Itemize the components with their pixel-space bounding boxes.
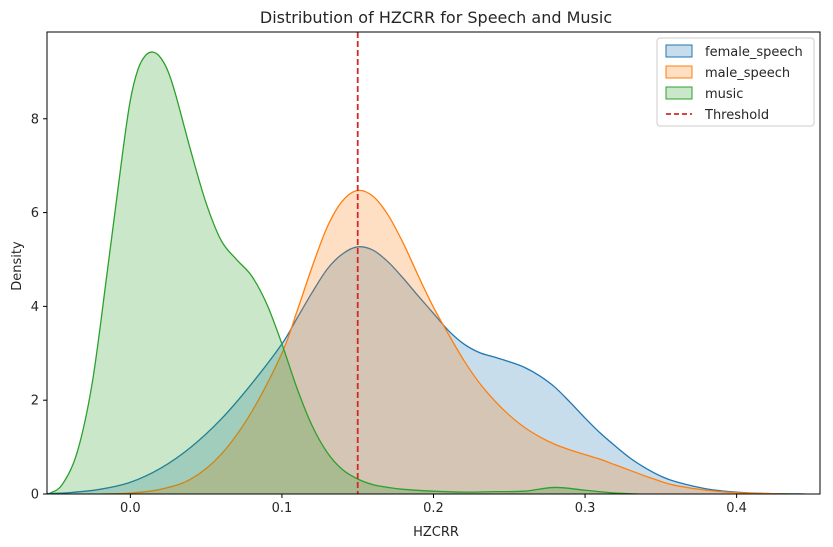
x-tick-label: 0.1 [272,501,293,516]
x-tick-label: 0.0 [120,501,141,516]
legend-label: music [705,87,743,102]
kde-line-male-speech [100,189,790,494]
y-tick-label: 6 [31,206,39,221]
y-tick-label: 8 [31,112,39,127]
kde-line-music [49,51,639,494]
kde-line-female-speech [47,246,805,494]
legend-swatch-music [665,86,693,100]
x-tick-label: 0.2 [423,501,444,516]
y-tick-label: 4 [31,300,39,315]
chart-title: Distribution of HZCRR for Speech and Mus… [260,8,612,27]
axes: 0.0 0.1 0.2 0.3 0.4 0 2 4 6 8 [31,31,821,516]
legend-label: male_speech [705,66,790,81]
series-group [47,32,805,494]
kde-area-music [50,52,639,494]
legend-box [656,37,815,127]
x-axis-label: HZCRR [413,525,459,540]
legend-swatch-male-speech [665,65,693,79]
x-tick-label: 0.3 [575,501,596,516]
plot-area [47,32,805,494]
legend-label: female_speech [705,45,803,60]
legend-swatch-female-speech [665,44,693,58]
kde-area-male-speech [100,190,790,494]
y-tick-label: 0 [31,488,39,503]
y-tick-label: 2 [31,394,39,409]
x-tick-label: 0.4 [726,501,747,516]
kde-area-female-speech [47,246,805,494]
y-axis-label: Density [10,241,25,291]
legend-label: Threshold [704,108,769,123]
